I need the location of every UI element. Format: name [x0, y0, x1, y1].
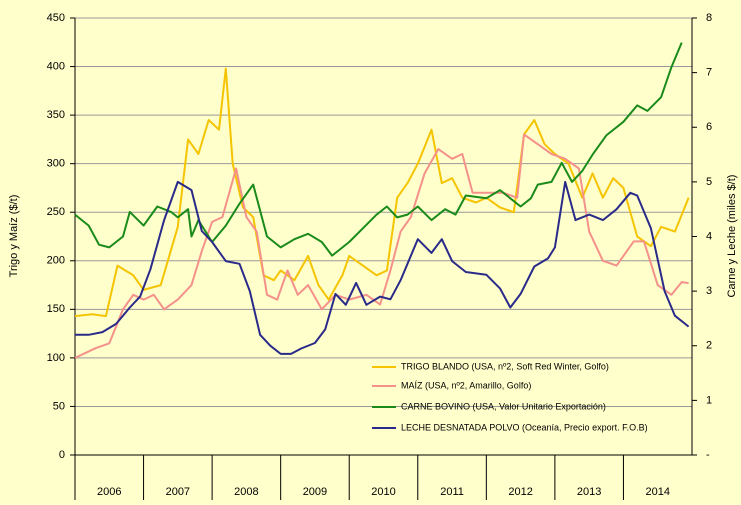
y2-tick-label: - — [706, 449, 710, 461]
y-tick-label: 350 — [47, 109, 65, 121]
y2-tick-label: 4 — [706, 230, 712, 242]
y-tick-label: 300 — [47, 158, 65, 170]
x-tick-label: 2012 — [508, 486, 532, 498]
legend-label: TRIGO BLANDO (USA, nº2, Soft Red Winter,… — [401, 361, 609, 371]
series-line — [74, 42, 683, 257]
y2-tick-label: 7 — [706, 67, 712, 79]
series-line — [74, 133, 689, 359]
y-tick-label: 0 — [59, 449, 65, 461]
legend-label: LECHE DESNATADA POLVO (Oceanía, Precio e… — [401, 422, 648, 432]
y2-tick-label: 3 — [706, 285, 712, 297]
y2-tick-label: 2 — [706, 340, 712, 352]
y-axis-title: Trigo y Maíz ($/t) — [8, 195, 20, 278]
y2-tick-label: 6 — [706, 121, 712, 133]
x-tick-label: 2010 — [371, 486, 395, 498]
x-tick-label: 2014 — [645, 486, 669, 498]
x-tick-label: 2009 — [303, 486, 327, 498]
y-tick-label: 450 — [47, 12, 65, 24]
x-tick-label: 2011 — [440, 486, 464, 498]
x-tick-label: 2006 — [97, 486, 121, 498]
legend-label: MAÍZ (USA, nº2, Amarillo, Golfo) — [401, 380, 531, 390]
y-tick-label: 100 — [47, 352, 65, 364]
y-tick-label: 200 — [47, 255, 65, 267]
series-line — [75, 180, 690, 355]
y-tick-label: 150 — [47, 303, 65, 315]
y-tick-label: 400 — [47, 60, 65, 72]
y2-axis-title: Carne y Leche (miles $/t) — [726, 175, 738, 298]
x-tick-label: 2013 — [577, 486, 601, 498]
y2-tick-label: 5 — [706, 176, 712, 188]
x-tick-label: 2008 — [234, 486, 258, 498]
legend-label: CARNE BOVINO (USA, Valor Unitario Export… — [401, 401, 606, 411]
y2-tick-label: 8 — [706, 12, 712, 24]
y2-tick-label: 1 — [706, 394, 712, 406]
y-tick-label: 50 — [53, 400, 65, 412]
y-tick-label: 250 — [47, 206, 65, 218]
x-tick-label: 2007 — [166, 486, 190, 498]
